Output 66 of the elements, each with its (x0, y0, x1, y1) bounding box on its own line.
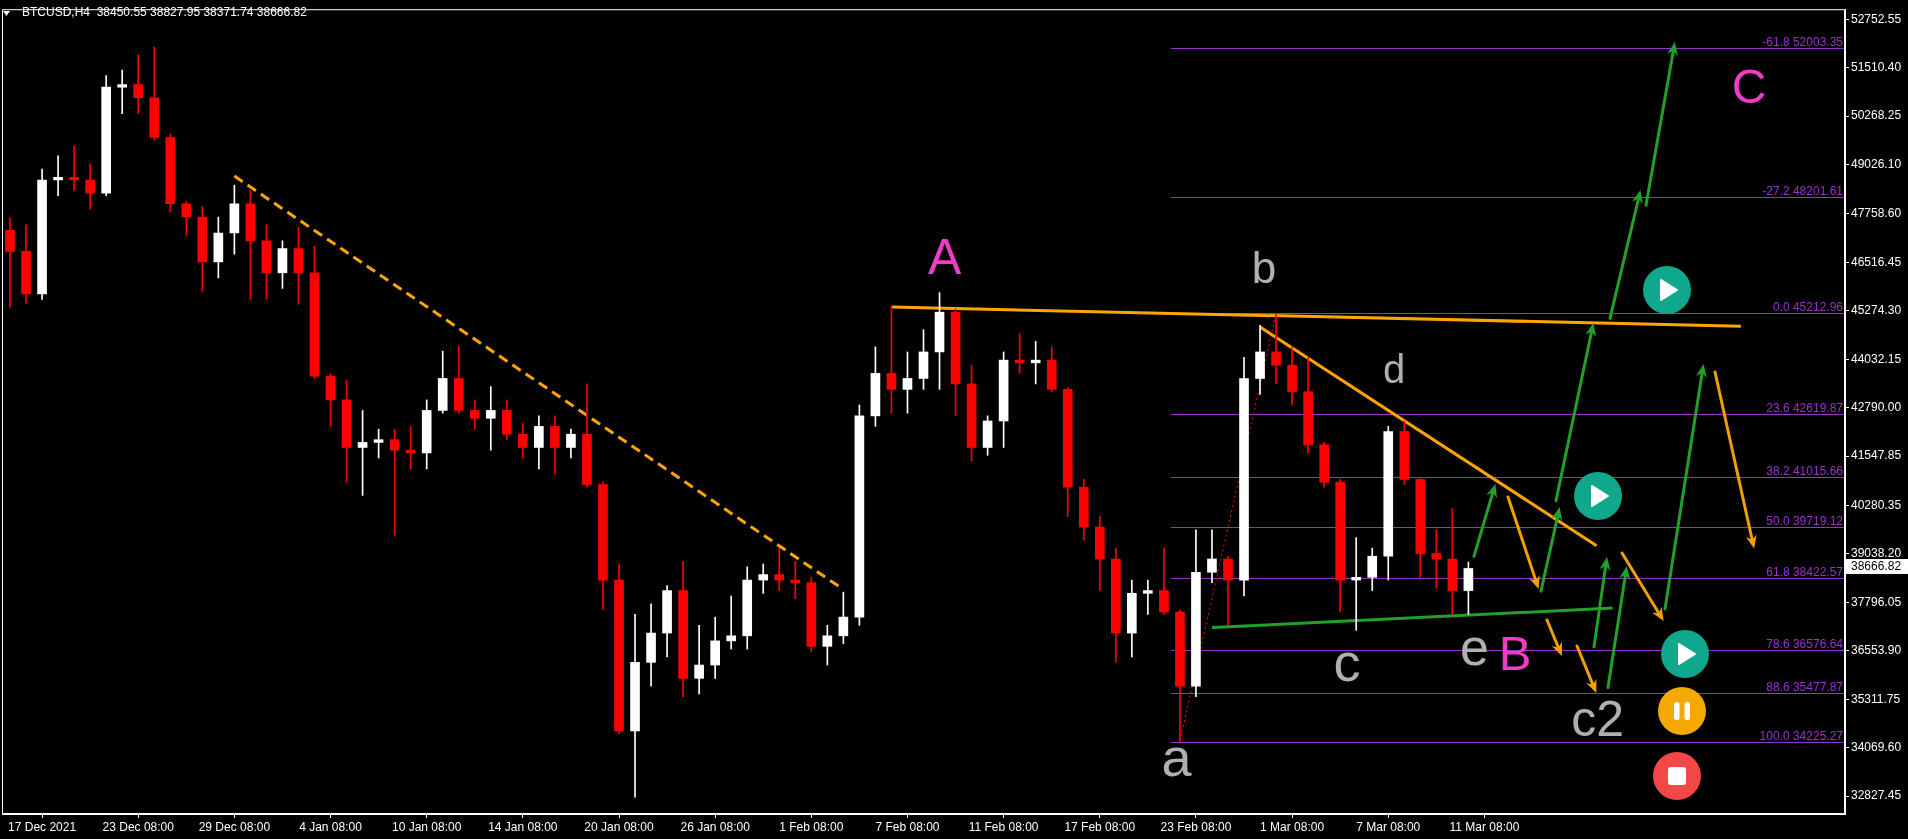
y-tick-label: 45274.30 (1851, 303, 1902, 318)
x-tick-label: 23 Dec 08:00 (102, 819, 175, 834)
x-tick-label: 26 Jan 08:00 (680, 819, 751, 834)
candlestick (1207, 529, 1217, 584)
candlestick (790, 561, 801, 600)
x-tick-label: 4 Jan 08:00 (299, 819, 363, 834)
y-tick-label: 44032.15 (1851, 351, 1902, 366)
candlestick (69, 146, 79, 191)
candlestick (117, 69, 128, 115)
candlestick (485, 386, 496, 451)
annotation: C (1731, 60, 1767, 114)
annotation: c (1333, 631, 1361, 692)
x-tick-label: 1 Feb 08:00 (779, 819, 844, 834)
x-tick-label: 11 Feb 08:00 (968, 819, 1039, 834)
x-tick-label: 17 Feb 08:00 (1064, 819, 1136, 834)
x-tick-label: 11 Mar 08:00 (1449, 819, 1520, 834)
x-tick-label: 14 Jan 08:00 (488, 819, 558, 834)
candlestick (5, 217, 15, 308)
y-tick-label: 41547.85 (1851, 448, 1902, 463)
x-tick-label: 7 Mar 08:00 (1356, 819, 1421, 834)
x-tick-label: 10 Jan 08:00 (391, 819, 462, 834)
candlestick (694, 624, 704, 695)
annotation: b (1251, 242, 1277, 292)
x-tick-label: 7 Feb 08:00 (875, 819, 940, 834)
y-tick-label: 46516.45 (1851, 254, 1902, 269)
y-tick-label: 40280.35 (1851, 497, 1902, 512)
ref-line-label: -61.8 52003.35 (1762, 34, 1844, 49)
y-tick-label: 39038.20 (1851, 546, 1902, 561)
ref-line-label: 50.0 39719.12 (1766, 513, 1844, 528)
y-tick-label: 35311.75 (1851, 691, 1901, 706)
ref-line-label: 88.6 35477.87 (1766, 679, 1844, 694)
y-tick-label: 34069.60 (1851, 740, 1902, 755)
y-tick-label: 37796.05 (1851, 594, 1902, 609)
candlestick (726, 595, 737, 650)
x-tick-label: 17 Dec 2021 (8, 819, 77, 834)
annotation: d (1383, 346, 1406, 391)
candlestick (774, 547, 785, 591)
x-tick-label: 1 Mar 08:00 (1260, 819, 1325, 834)
y-tick-label: 32827.45 (1851, 788, 1902, 803)
annotation: A (927, 229, 962, 285)
candlestick (1143, 579, 1153, 615)
candlestick (133, 54, 144, 115)
ref-line-label: 0.0 45212.96 (1772, 299, 1844, 314)
candlestick (758, 563, 769, 594)
ref-line-label: 100.0 34225.27 (1759, 728, 1844, 743)
ref-line-label: 38.2 41015.66 (1766, 463, 1844, 478)
x-tick-label: 29 Dec 08:00 (198, 819, 271, 834)
ref-line-label: 61.8 38422.57 (1766, 564, 1844, 579)
y-tick-label: 50268.25 (1851, 108, 1902, 123)
y-tick-label: 51510.40 (1851, 59, 1902, 74)
ref-line-label: 23.6 42619.87 (1766, 400, 1844, 415)
annotation: a (1161, 727, 1193, 787)
text: 38666.82 (1851, 559, 1902, 574)
annotation: c2 (1571, 690, 1625, 747)
y-tick-label: 36553.90 (1851, 643, 1902, 658)
ref-line-label: 78.6 36576.64 (1766, 636, 1844, 651)
y-tick-label: 49026.10 (1851, 156, 1902, 171)
y-tick-label: 47758.60 (1851, 206, 1902, 221)
candlestick (1351, 537, 1362, 631)
ref-line-label: -27.2 48201.61 (1762, 183, 1844, 198)
y-tick-label: 52752.55 (1851, 11, 1902, 26)
x-tick-label: 23 Feb 08:00 (1160, 819, 1232, 834)
y-tick-label: 42790.00 (1851, 400, 1902, 415)
candlestick (1030, 341, 1041, 385)
x-tick-label: 20 Jan 08:00 (584, 819, 655, 834)
candlestick (53, 155, 63, 196)
